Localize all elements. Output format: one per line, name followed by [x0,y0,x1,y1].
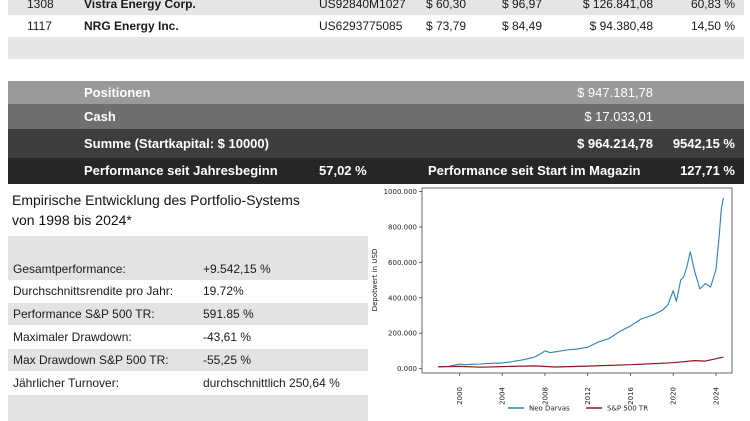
x-tick-label: 2000 [456,387,464,405]
cash-value: $ 17.033,01 [584,109,653,124]
stat-value: durchschnittlich 250,64 % [203,376,340,390]
stat-label: Durchschnittsrendite pro Jahr: [13,284,174,298]
portfolio-chart: 0.000 200.000 400.000 600.000 800.000 1000.00… [368,184,750,421]
isin: US92840M1027 [319,0,406,11]
section-title: Empirische Entwicklung des Portfolio-Sys… [12,190,372,230]
perf-start-value: 127,71 % [680,163,735,178]
section-title-line2: von 1998 bis 2024* [12,212,132,228]
entry-price: $ 73,79 [425,19,466,33]
y-tick-label: 400.000 [388,294,417,302]
x-tick-label: 2004 [499,386,507,404]
summe-label: Summe (Startkapital: $ 10000) [84,136,269,151]
x-tick-label: 2012 [584,387,592,405]
y-axis: 0.000 200.000 400.000 600.000 800.000 1000.00… [384,188,422,373]
position-value: $ 126.841,08 [582,0,653,11]
series-line-neo-darvas [437,197,724,368]
summe-percent: 9542,15 % [672,136,735,151]
summe-row: Summe (Startkapital: $ 10000) $ 964.214,… [8,129,744,158]
spacer-row [8,395,368,421]
stat-value: 19.72% [203,284,244,298]
row-id: 1117 [27,19,52,33]
perf-start-label: Performance seit Start im Magazin [428,163,641,178]
empty-row [8,37,744,59]
spacer-row [8,236,368,258]
company-name: NRG Energy Inc. [84,19,179,33]
stat-value: -43,61 % [203,330,252,344]
legend-label: Neo Darvas [529,405,570,413]
stat-label: Gesamtperformance: [13,262,126,276]
positionen-label: Positionen [84,85,151,100]
x-tick-label: 2016 [627,386,635,404]
stat-label: Maximaler Drawdown: [13,330,132,344]
positionen-value: $ 947.181,78 [577,85,653,100]
isin: US6293775085 [319,19,403,33]
position-performance: 60,83 % [690,0,735,11]
stat-row: Gesamtperformance: +9.542,15 % [8,258,368,280]
cash-row: Cash $ 17.033,01 [8,104,744,129]
stat-value: -55,25 % [203,353,252,367]
table-row: 1117 NRG Energy Inc. US6293775085 $ 73,7… [8,15,744,37]
stat-row: Max Drawdown S&P 500 TR: -55,25 % [8,349,368,371]
x-tick-label: 2008 [541,387,549,405]
y-tick-label: 600.000 [388,259,417,267]
company-name: Vistra Energy Corp. [84,0,196,11]
stat-row: Durchschnittsrendite pro Jahr: 19.72% [8,280,368,302]
empty-row [8,59,744,81]
stat-label: Max Drawdown S&P 500 TR: [13,353,169,367]
series-layer [437,197,724,368]
current-price: $ 84,49 [501,19,542,33]
y-tick-label: 200.000 [388,330,417,338]
y-tick-label: 0.000 [397,365,417,373]
series-line-sp500 [437,356,724,368]
perf-ytd-value: 57,02 % [319,163,367,178]
stat-row: Jährlicher Turnover: durchschnittlich 25… [8,372,368,394]
perf-ytd-label: Performance seit Jahresbeginn [84,163,278,178]
section-title-line1: Empirische Entwicklung des Portfolio-Sys… [12,192,300,208]
x-tick-label: 2020 [670,387,678,405]
position-value: $ 94.380,48 [589,19,653,33]
current-price: $ 96,97 [501,0,542,11]
stat-label: Performance S&P 500 TR: [13,307,155,321]
performance-row: Performance seit Jahresbeginn 57,02 % Pe… [8,158,744,184]
position-performance: 14,50 % [690,19,735,33]
stat-label: Jährlicher Turnover: [13,376,120,390]
summe-value: $ 964.214,78 [577,136,653,151]
table-row: 1308 Vistra Energy Corp. US92840M1027 $ … [8,0,744,15]
cash-label: Cash [84,109,116,124]
stat-value: +9.542,15 % [203,262,271,276]
legend-label: S&P 500 TR [607,405,648,413]
y-axis-label: Depotwert in USD [371,249,379,312]
x-axis: 2000 2004 2008 2012 2016 2020 2024 [456,373,720,405]
y-tick-label: 800.000 [388,223,417,231]
stat-row: Performance S&P 500 TR: 591.85 % [8,303,368,325]
positionen-row: Positionen $ 947.181,78 [8,81,744,104]
legend: Neo Darvas S&P 500 TR [508,405,648,413]
stat-value: 591.85 % [203,307,254,321]
row-id: 1308 [27,0,54,11]
plot-frame [421,187,733,374]
chart-background [368,184,750,421]
y-tick-label: 1000.000 [384,188,417,196]
stat-row: Maximaler Drawdown: -43,61 % [8,326,368,348]
x-tick-label: 2024 [712,386,720,404]
entry-price: $ 60,30 [425,0,466,11]
